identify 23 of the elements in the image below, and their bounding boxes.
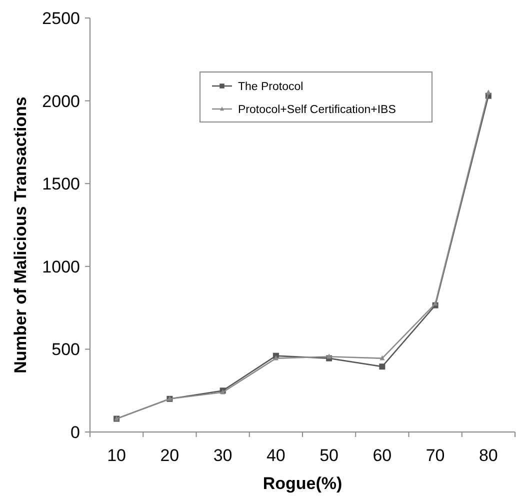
x-tick-label: 70 xyxy=(426,446,445,465)
y-tick-label: 2000 xyxy=(42,92,80,111)
y-axis-title: Number of Malicious Transactions xyxy=(11,96,30,374)
y-tick-label: 0 xyxy=(70,422,80,442)
point xyxy=(380,355,385,360)
point xyxy=(432,300,438,306)
x-tick-label: 40 xyxy=(266,446,286,465)
x-tick-label: 50 xyxy=(320,446,339,465)
x-tick-label: 10 xyxy=(107,446,126,465)
y-tick-label: 1000 xyxy=(42,257,80,276)
point xyxy=(326,354,332,359)
x-tick-label: 30 xyxy=(213,446,232,465)
y-tick-label: 1500 xyxy=(42,174,80,194)
y-tick-label: 500 xyxy=(52,340,80,360)
legend-label: The Protocol xyxy=(238,81,304,94)
point xyxy=(486,90,491,95)
y-tick-label: 2500 xyxy=(42,8,80,28)
x-tick-label: 20 xyxy=(160,446,180,465)
x-axis-title: Rogue(%) xyxy=(262,474,342,493)
point xyxy=(379,364,386,370)
x-tick-label: 80 xyxy=(478,446,498,465)
legend-label: Protocol+Self Certification+IBS xyxy=(238,104,396,116)
x-tick-label: 60 xyxy=(372,446,392,465)
